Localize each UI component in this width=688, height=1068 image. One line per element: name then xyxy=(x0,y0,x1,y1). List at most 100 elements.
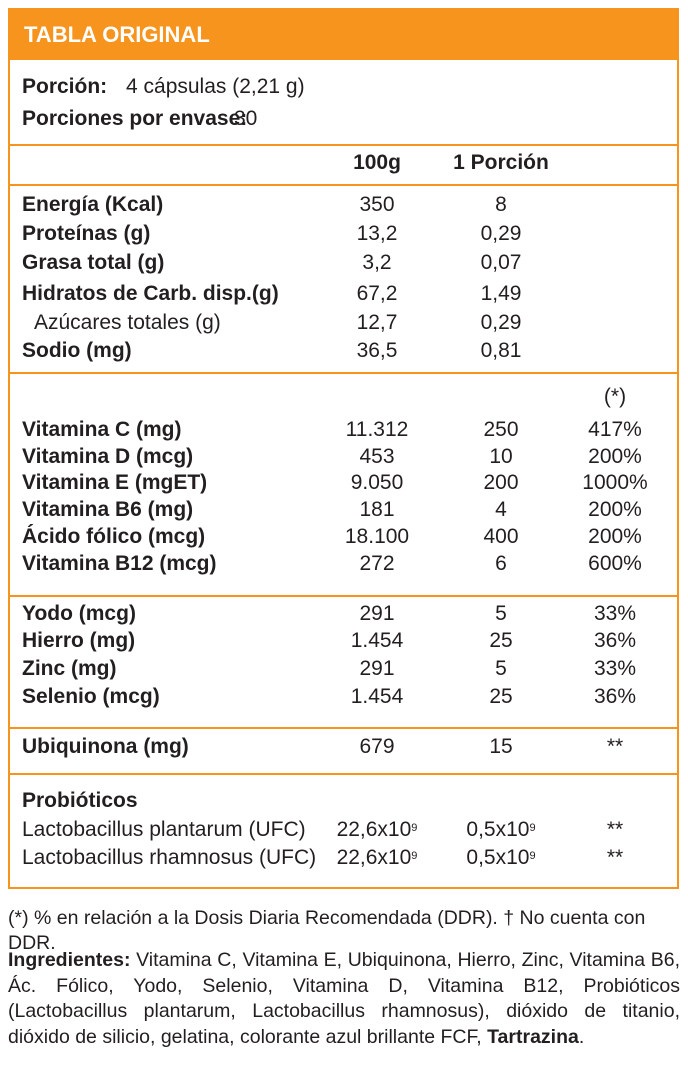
value-ddr: 36% xyxy=(593,685,637,708)
ingredients-label: Ingredientes: xyxy=(8,949,131,971)
value-portion: 5 xyxy=(495,602,507,625)
nutrient-name: Energía (Kcal) xyxy=(22,193,164,216)
value-ddr: ** xyxy=(606,818,624,841)
divider xyxy=(10,595,677,597)
probiotic-name: Lactobacillus plantarum (UFC) xyxy=(22,818,306,841)
value-portion: 0,29 xyxy=(480,311,522,334)
value-portion: 400 xyxy=(483,525,519,548)
value-portion: 8 xyxy=(495,193,507,216)
ingredients-end: . xyxy=(578,1025,585,1048)
value-100g: 36,5 xyxy=(356,339,398,362)
nutrient-name: Proteínas (g) xyxy=(22,222,151,245)
value-100g: 67,2 xyxy=(356,282,398,305)
value-ddr: 33% xyxy=(593,602,637,625)
value-portion: 0,5x109 xyxy=(446,845,556,871)
value-100g: 22,6x109 xyxy=(322,817,432,843)
value-exponent: 9 xyxy=(411,822,418,834)
value-base: 0,5x10 xyxy=(466,846,530,869)
value-100g: 22,6x109 xyxy=(322,845,432,871)
value-portion: 25 xyxy=(489,629,513,652)
value-ddr: 33% xyxy=(593,657,637,680)
value-100g: 272 xyxy=(359,552,395,575)
value-base: 22,6x10 xyxy=(336,818,412,841)
ddr-header: (*) xyxy=(603,385,627,408)
vitamin-name: Vitamina E (mgET) xyxy=(22,471,208,494)
nutrition-table: TABLA ORIGINAL Porción: 4 cápsulas (2,21… xyxy=(8,8,679,889)
footnote: (*) % en relación a la Dosis Diaria Reco… xyxy=(8,907,646,954)
value-portion: 6 xyxy=(495,552,507,575)
value-base: 0,5x10 xyxy=(466,818,530,841)
vitamin-name: Vitamina D (mcg) xyxy=(22,445,194,468)
nutrient-name: Sodio (mg) xyxy=(22,339,132,362)
value-100g: 1.454 xyxy=(350,629,404,652)
value-ddr: 36% xyxy=(593,629,637,652)
value-100g: 453 xyxy=(359,445,395,468)
value-100g: 9.050 xyxy=(350,471,404,494)
value-ddr: 200% xyxy=(588,445,642,468)
nutrient-name: Grasa total (g) xyxy=(22,251,165,274)
value-ddr: 200% xyxy=(588,498,642,521)
value-ddr: ** xyxy=(606,735,624,758)
value-portion: 1,49 xyxy=(480,282,522,305)
probiotics-heading: Probióticos xyxy=(22,789,138,812)
value-100g: 11.312 xyxy=(345,418,409,441)
portion-value: 4 cápsulas (2,21 g) xyxy=(126,75,305,98)
value-portion: 200 xyxy=(483,471,519,494)
value-100g: 1.454 xyxy=(350,685,404,708)
nutrient-name: Azúcares totales (g) xyxy=(34,311,221,334)
value-portion: 15 xyxy=(489,735,513,758)
mineral-name: Selenio (mcg) xyxy=(22,685,160,708)
col-header-100g: 100g xyxy=(353,151,401,174)
value-exponent: 9 xyxy=(529,822,536,834)
value-portion: 250 xyxy=(483,418,519,441)
value-100g: 181 xyxy=(359,498,395,521)
value-portion: 5 xyxy=(495,657,507,680)
ubiquinone-name: Ubiquinona (mg) xyxy=(22,735,189,758)
vitamin-name: Vitamina B12 (mcg) xyxy=(22,552,217,575)
mineral-name: Hierro (mg) xyxy=(22,629,136,652)
divider xyxy=(10,773,677,775)
mineral-name: Zinc (mg) xyxy=(22,657,117,680)
value-100g: 3,2 xyxy=(362,251,392,274)
mineral-name: Yodo (mcg) xyxy=(22,602,136,625)
value-100g: 350 xyxy=(359,193,395,216)
ingredients-text: Vitamina C, Vitamina E, Ubiquinona, Hier… xyxy=(8,949,680,1048)
value-100g: 18.100 xyxy=(344,525,410,548)
vitamin-name: Vitamina C (mg) xyxy=(22,418,182,441)
value-ddr: 417% xyxy=(588,418,642,441)
vitamin-name: Vitamina B6 (mg) xyxy=(22,498,194,521)
per-container-label: Porciones por envase: xyxy=(22,107,248,130)
nutrient-name: Hidratos de Carb. disp.(g) xyxy=(22,282,279,305)
value-ddr: 600% xyxy=(588,552,642,575)
value-exponent: 9 xyxy=(411,850,418,862)
value-100g: 13,2 xyxy=(356,222,398,245)
divider xyxy=(10,727,677,729)
value-ddr: ** xyxy=(606,846,624,869)
divider xyxy=(10,144,677,146)
ingredients: Ingredientes: Vitamina C, Vitamina E, Ub… xyxy=(8,948,680,1050)
col-header-portion: 1 Porción xyxy=(453,151,549,174)
value-base: 22,6x10 xyxy=(336,846,412,869)
value-100g: 679 xyxy=(359,735,395,758)
value-portion: 4 xyxy=(495,498,507,521)
divider xyxy=(10,372,677,374)
value-100g: 291 xyxy=(359,602,395,625)
value-exponent: 9 xyxy=(529,850,536,862)
value-portion: 0,07 xyxy=(480,251,522,274)
vitamin-name: Ácido fólico (mcg) xyxy=(22,525,206,548)
value-portion: 0,81 xyxy=(480,339,522,362)
ingredients-highlight: Tartrazina xyxy=(487,1025,579,1048)
probiotic-name: Lactobacillus rhamnosus (UFC) xyxy=(22,846,317,869)
value-ddr: 200% xyxy=(588,525,642,548)
portion-label: Porción: xyxy=(22,75,108,98)
table-title: TABLA ORIGINAL xyxy=(10,10,677,60)
value-ddr: 1000% xyxy=(582,471,648,494)
value-portion: 0,5x109 xyxy=(446,817,556,843)
value-100g: 291 xyxy=(359,657,395,680)
value-100g: 12,7 xyxy=(356,311,398,334)
value-portion: 25 xyxy=(489,685,513,708)
per-container-value: 30 xyxy=(234,107,258,130)
value-portion: 0,29 xyxy=(480,222,522,245)
divider xyxy=(10,184,677,186)
value-portion: 10 xyxy=(489,445,513,468)
